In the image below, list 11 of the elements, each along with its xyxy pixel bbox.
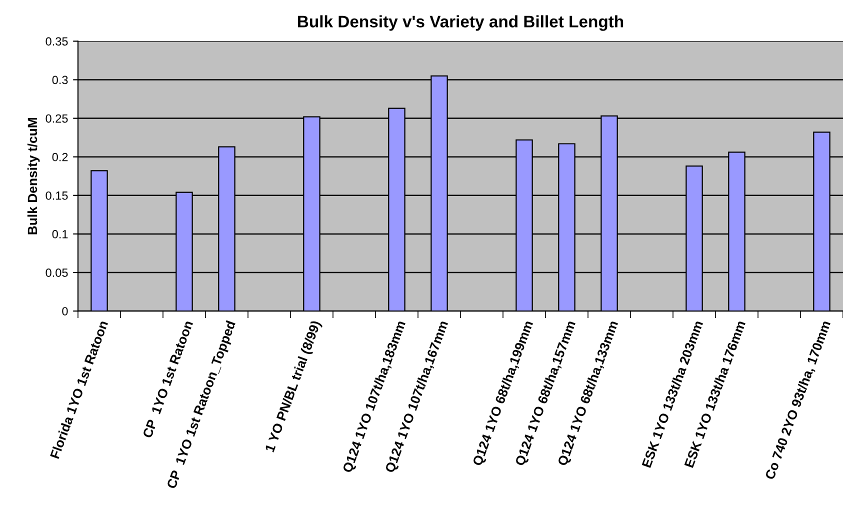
y-tick-label: 0.2 [52,152,68,162]
y-axis-title: Bulk Density t/cuM [27,118,40,234]
x-tick-label: 1 YO PN/BL trial (8/99) [264,320,324,454]
y-tick-label: 0.1 [52,230,68,238]
y-tick-label: 0.05 [46,268,68,277]
y-tick-label: 0 [62,307,68,316]
y-tick-label: 0.25 [46,114,68,123]
y-tick-label: 0.35 [46,37,68,46]
chart-title: Bulk Density v's Variety and Billet Length [298,15,624,31]
y-tick-label: 0.15 [46,191,68,200]
y-tick-label: 0.3 [52,76,68,84]
